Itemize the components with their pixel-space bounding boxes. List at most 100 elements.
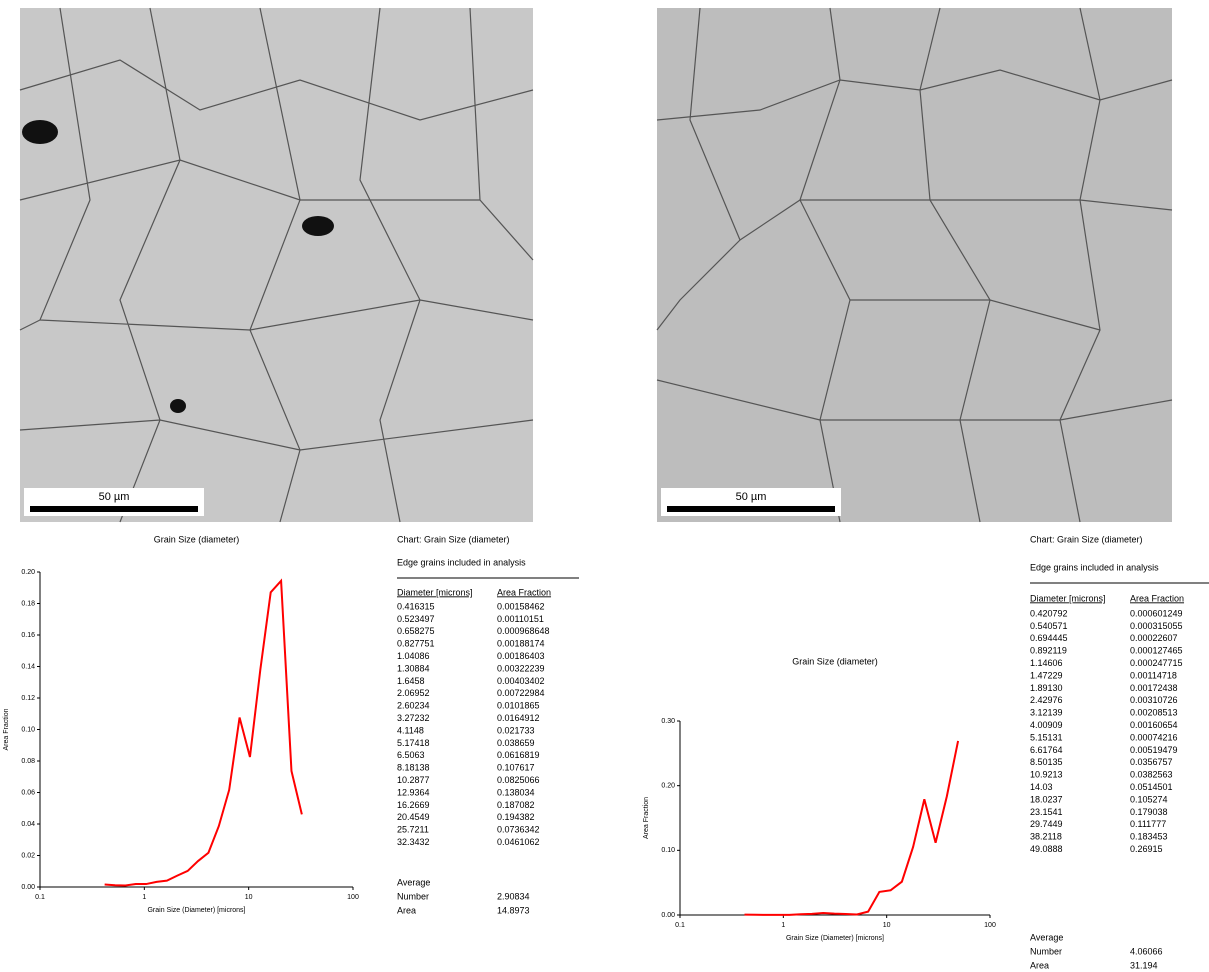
table-cell: 16.2669 [397, 800, 430, 810]
average-cell: Number [1030, 946, 1062, 956]
y-tick-label: 0.14 [21, 663, 35, 670]
table-cell: 4.1148 [397, 725, 424, 735]
table-cell: 3.27232 [397, 713, 430, 723]
table-cell: 0.00322239 [497, 663, 545, 673]
table-cell: 25.7211 [397, 825, 429, 835]
average-cell: 31.194 [1130, 960, 1158, 970]
average-cell: Area [1030, 960, 1049, 970]
y-axis-label: Area Fraction [3, 708, 10, 750]
y-tick-label: 0.16 [21, 632, 35, 639]
average-cell: 2.90834 [497, 891, 530, 901]
y-tick-label: 0.10 [21, 726, 35, 733]
table-cell: 1.6458 [397, 676, 425, 686]
table-cell: 0.0616819 [497, 750, 540, 760]
table-cell: 0.107617 [497, 763, 535, 773]
x-tick-label: 100 [984, 922, 996, 929]
table-cell: 2.42976 [1030, 695, 1063, 705]
table-cell: 1.89130 [1030, 683, 1063, 693]
y-tick-label: 0.20 [661, 783, 675, 790]
average-title: Average [1030, 932, 1063, 942]
table-cell: 0.0514501 [1130, 782, 1173, 792]
table-cell: 0.000315055 [1130, 621, 1183, 631]
y-tick-label: 0.20 [21, 569, 35, 576]
column-header: Diameter [microns] [397, 587, 473, 597]
average-cell: Area [397, 905, 416, 915]
table-cell: 2.60234 [397, 701, 430, 711]
y-tick-label: 0.00 [661, 912, 675, 919]
y-tick-label: 0.30 [661, 718, 675, 725]
table-cell: 2.06952 [397, 688, 430, 698]
scale-bar-label: 50 µm [99, 491, 130, 503]
table-cell: 5.15131 [1030, 732, 1063, 742]
table-cell: 0.183453 [1130, 832, 1168, 842]
data-line [744, 740, 960, 916]
table-cell: 6.5063 [397, 750, 425, 760]
y-tick-label: 0.18 [21, 600, 35, 607]
table-cell: 10.2877 [397, 775, 430, 785]
table-cell: 0.00110151 [497, 614, 544, 624]
y-tick-label: 0.08 [21, 758, 35, 765]
x-tick-label: 0.1 [35, 894, 45, 901]
table-cell: 0.0164912 [497, 713, 540, 723]
table-cell: 0.0461062 [497, 837, 540, 847]
table-cell: 0.000968648 [497, 626, 550, 636]
table-cell: 10.9213 [1030, 770, 1063, 780]
table-cell: 6.61764 [1030, 745, 1063, 755]
x-tick-label: 1 [781, 922, 785, 929]
y-tick-label: 0.02 [21, 852, 35, 859]
table-header: Chart: Grain Size (diameter) [1030, 534, 1143, 544]
table-cell: 0.00172438 [1130, 683, 1178, 693]
table-cell: 0.00403402 [497, 676, 545, 686]
y-tick-label: 0.10 [661, 847, 675, 854]
table-cell: 4.00909 [1030, 720, 1063, 730]
table-cell: 38.2118 [1030, 832, 1062, 842]
table-cell: 0.111777 [1130, 819, 1166, 829]
table-cell: 18.0237 [1030, 794, 1063, 804]
table-note: Edge grains included in analysis [397, 557, 526, 567]
table-cell: 0.892119 [1030, 646, 1067, 656]
table-cell: 0.000127465 [1130, 646, 1183, 656]
table-cell: 49.0888 [1030, 844, 1063, 854]
table-cell: 0.00074216 [1130, 732, 1178, 742]
table-cell: 0.0382563 [1130, 770, 1173, 780]
average-cell: 14.8973 [497, 905, 530, 915]
table-cell: 1.30884 [397, 663, 430, 673]
x-tick-label: 100 [347, 894, 359, 901]
average-cell: 4.06066 [1130, 946, 1163, 956]
table-cell: 20.4549 [397, 812, 430, 822]
table-cell: 0.021733 [497, 725, 535, 735]
table-cell: 3.12139 [1030, 708, 1063, 718]
table-cell: 0.694445 [1030, 633, 1068, 643]
table-cell: 29.7449 [1030, 819, 1063, 829]
table-cell: 0.00158462 [497, 601, 545, 611]
table-cell: 0.00114718 [1130, 670, 1177, 680]
table-note: Edge grains included in analysis [1030, 562, 1159, 572]
micrograph: 50 µm [656, 7, 1173, 523]
chart-title: Grain Size (diameter) [792, 656, 878, 666]
scale-bar-label: 50 µm [736, 491, 767, 503]
average-title: Average [397, 877, 430, 887]
micrograph: 50 µm [19, 7, 534, 523]
data-line [104, 578, 303, 887]
column-header: Area Fraction [1130, 593, 1184, 603]
table-cell: 1.04086 [397, 651, 430, 661]
table-cell: 0.00188174 [497, 639, 545, 649]
table-cell: 1.47229 [1030, 670, 1063, 680]
table-cell: 14.03 [1030, 782, 1053, 792]
x-tick-label: 10 [245, 894, 253, 901]
table-cell: 0.0356757 [1130, 757, 1173, 767]
table-cell: 0.540571 [1030, 621, 1068, 631]
table-cell: 0.416315 [397, 601, 435, 611]
table-cell: 0.00160654 [1130, 720, 1178, 730]
table-cell: 0.194382 [497, 812, 535, 822]
x-axis-label: Grain Size (Diameter) [microns] [147, 907, 245, 914]
y-tick-label: 0.04 [21, 821, 35, 828]
x-axis-label: Grain Size (Diameter) [microns] [786, 935, 884, 942]
x-tick-label: 10 [883, 922, 891, 929]
table-cell: 0.038659 [497, 738, 535, 748]
table-cell: 0.00208513 [1130, 708, 1178, 718]
table-cell: 0.000601249 [1130, 608, 1183, 618]
table-cell: 0.0101865 [497, 701, 540, 711]
table-cell: 1.14606 [1030, 658, 1063, 668]
table-cell: 0.00022607 [1130, 633, 1178, 643]
